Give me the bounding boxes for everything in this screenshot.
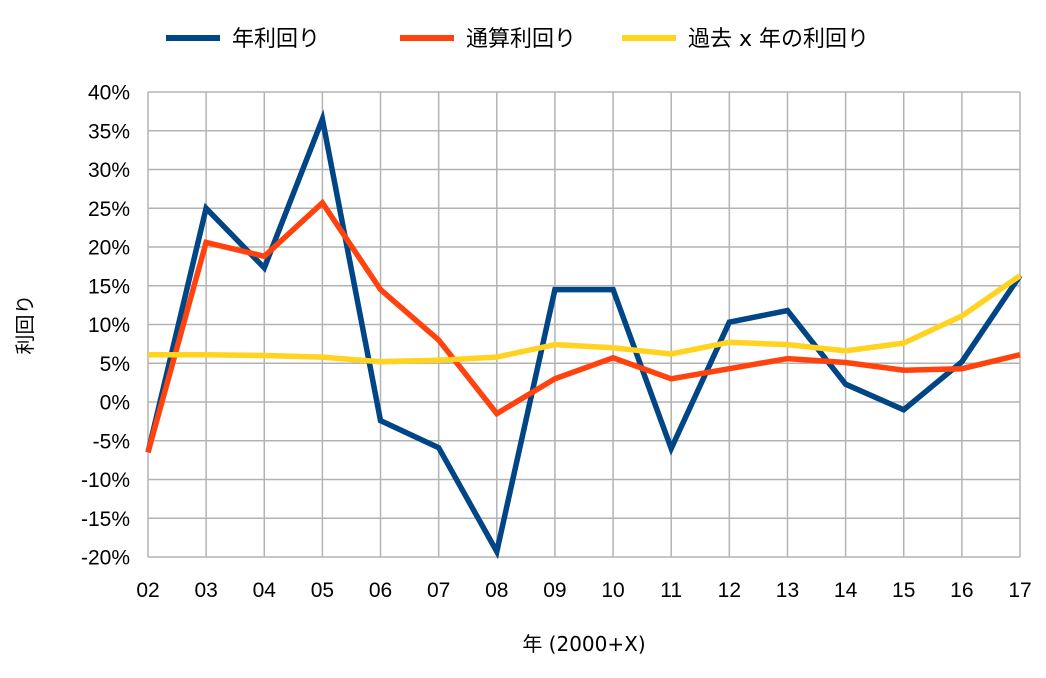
- legend: 年利回り 通算利回り 過去 x 年の利回り: [166, 27, 869, 52]
- x-tick-label: 13: [776, 579, 799, 602]
- y-tick-label: 30%: [88, 159, 130, 182]
- x-tick-label: 09: [543, 579, 566, 602]
- y-tick-label: 10%: [88, 314, 130, 337]
- y-tick-label: -10%: [81, 469, 130, 492]
- y-tick-label: 25%: [88, 198, 130, 221]
- y-tick-label: 15%: [88, 275, 130, 298]
- x-tick-label: 02: [136, 579, 159, 602]
- x-axis-title: 年 (2000+X): [522, 632, 645, 656]
- y-tick-label: 35%: [88, 120, 130, 143]
- y-tick-label: -15%: [81, 508, 130, 531]
- x-tick-label: 12: [718, 579, 741, 602]
- y-tick-label: -5%: [93, 430, 130, 453]
- y-axis-title: 利回り: [13, 295, 37, 355]
- y-tick-label: 20%: [88, 237, 130, 260]
- x-tick-label: 06: [369, 579, 392, 602]
- y-tick-label: -20%: [81, 547, 130, 570]
- x-tick-label: 11: [660, 579, 682, 602]
- legend-label: 過去 x 年の利回り: [688, 27, 869, 52]
- x-tick-label: 15: [892, 579, 915, 602]
- series-line-2: [145, 198, 1021, 454]
- gridlines: [147, 91, 1021, 558]
- legend-label: 通算利回り: [466, 27, 576, 52]
- x-tick-label: 03: [194, 579, 217, 602]
- y-tick-label: 0%: [100, 392, 130, 415]
- x-tick-label: 16: [950, 579, 973, 602]
- y-tick-label: 5%: [100, 353, 130, 376]
- x-tick-label: 17: [1008, 579, 1031, 602]
- series-line-3: [148, 273, 1022, 365]
- x-axis-tick-labels: 02 03 04 05 06 07 08 09 10 11 12 13 14 15 16 17: [136, 579, 1031, 602]
- x-tick-label: 08: [485, 579, 508, 602]
- x-tick-label: 10: [601, 579, 624, 602]
- series-lines: [145, 109, 1023, 560]
- y-axis-tick-labels: -20% -15% -10% -5% 0% 5% 10% 15% 20% 25% 30% 35% 40%: [81, 82, 130, 570]
- legend-label: 年利回り: [232, 27, 320, 52]
- y-tick-label: 40%: [88, 82, 130, 105]
- x-tick-label: 04: [253, 579, 277, 602]
- x-tick-label: 14: [834, 579, 858, 602]
- x-tick-label: 07: [427, 579, 450, 602]
- series-line-1: [145, 109, 1023, 560]
- x-tick-label: 05: [311, 579, 334, 602]
